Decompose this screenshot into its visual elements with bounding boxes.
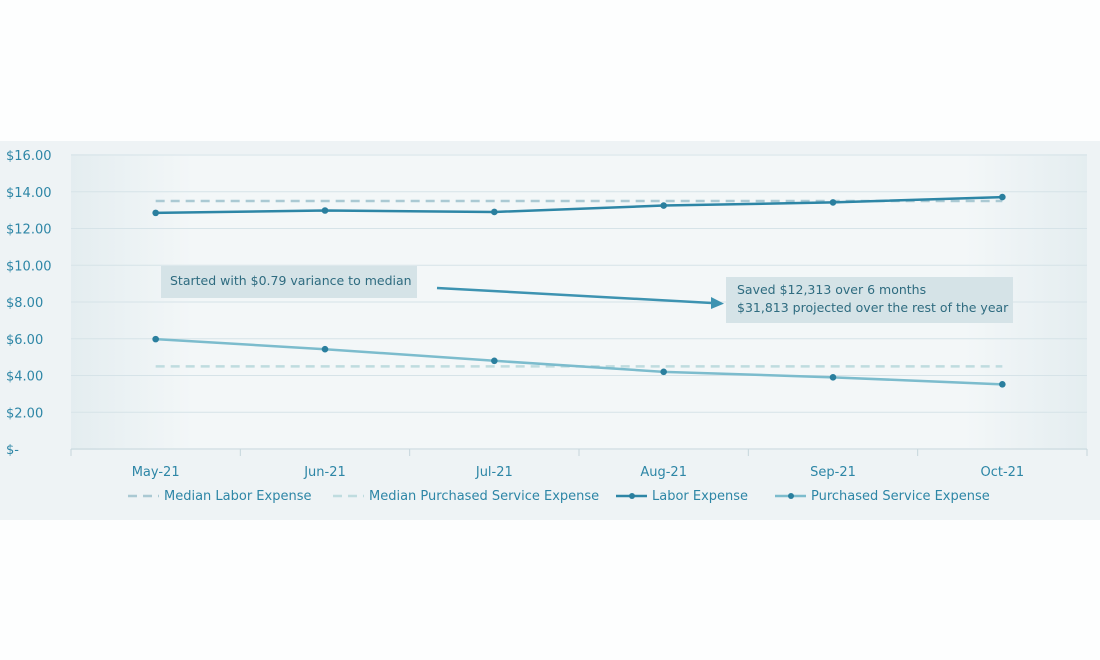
annotation-arrowhead [711,297,724,309]
legend-label-3: Purchased Service Expense [811,489,990,504]
data-point [660,202,667,209]
annotation-arrow-line [436,286,713,305]
y-tick-label: $16.00 [6,149,52,164]
x-tick-label: Jun-21 [303,465,346,480]
data-point [491,357,498,365]
line-chart: $16.00 $14.00 $12.00 $10.00 $8.00 $6.00 $4.00 $… [6,149,1088,504]
data-point [829,374,837,381]
data-point [999,193,1006,201]
annotation-box-start [161,266,417,298]
data-point [321,345,329,353]
y-tick-label: $4.00 [6,370,43,385]
y-tick-label: $10.00 [6,259,52,274]
x-tick-label: May-21 [132,465,180,480]
legend-marker [629,493,635,499]
data-point [660,368,667,376]
x-tick-label: Aug-21 [640,465,687,480]
chart-panel: $16.00 $14.00 $12.00 $10.00 $8.00 $6.00 $4.00 $… [0,141,1100,520]
y-tick-label: $14.00 [6,186,52,201]
legend-label-1: Median Purchased Service Expense [369,489,599,504]
x-tick-label: Oct-21 [980,465,1024,480]
data-point [999,381,1006,388]
annotation-savings-text: $31,813 projected over the rest of the y… [737,300,1009,315]
y-tick-label: $6.00 [6,333,43,348]
legend-label-0: Median Labor Expense [164,489,311,504]
y-tick-label: $2.00 [6,406,43,421]
y-tick-label: $12.00 [6,223,52,238]
y-tick-label: $8.00 [6,296,43,311]
y-tick-label: $- [6,443,19,458]
annotation-savings-text: Saved $12,313 over 6 months [737,282,926,297]
data-point [321,207,329,214]
x-tick-label: Sep-21 [810,465,856,480]
legend-label-2: Labor Expense [652,489,748,504]
series-line-3 [155,337,1003,386]
annotation-box-savings [726,277,1013,323]
x-tick-label: Jul-21 [475,465,513,480]
data-point [152,335,159,343]
annotation-start-text: Started with $0.79 variance to median [170,273,412,288]
data-point [152,209,159,217]
data-point [829,199,837,206]
data-point [491,208,498,216]
series-line-2 [155,195,1003,215]
legend-marker [788,493,794,499]
